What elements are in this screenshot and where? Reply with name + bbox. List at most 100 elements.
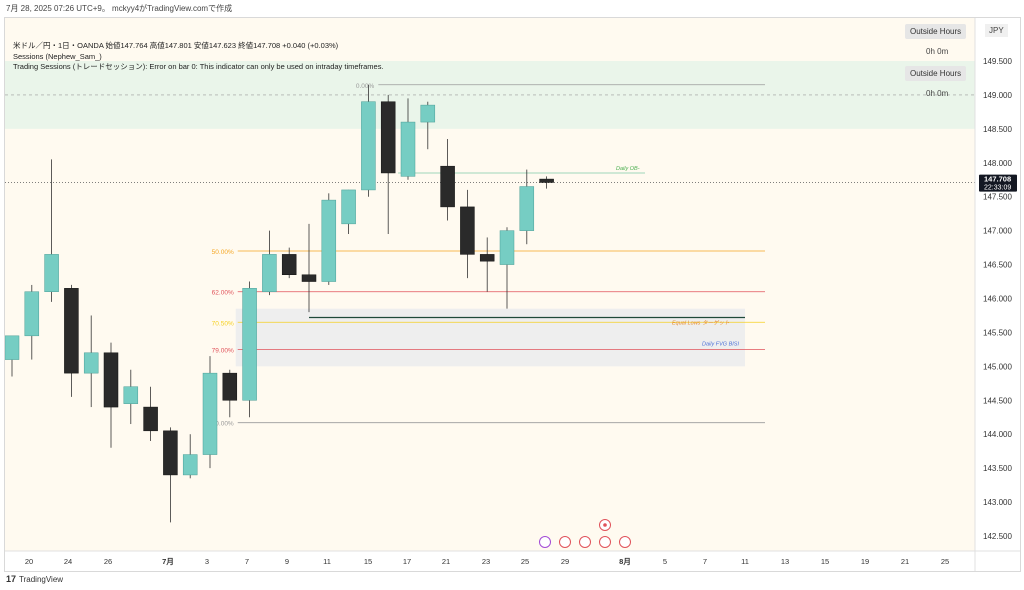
time-tick-label: 26	[104, 557, 112, 566]
candle-body	[163, 430, 178, 476]
chart-frame[interactable]: 0.00% 50.00% 62.00% 70.50% 79.00% 100.00% Dail…	[4, 17, 1021, 572]
candle-body	[24, 291, 40, 337]
fib-label-0: 0.00%	[356, 83, 375, 90]
candle-body	[143, 406, 158, 432]
candle-body	[499, 230, 515, 265]
time-tick-label: 7月	[162, 557, 174, 566]
candle-body	[380, 101, 396, 174]
fvg-zone	[235, 308, 746, 367]
price-tick-label: 147.500	[983, 193, 1012, 202]
symbol-legend[interactable]: 米ドル／円・1日・OANDA 始値147.764 高値147.801 安値147…	[13, 41, 339, 50]
economic-event-icon	[559, 536, 571, 548]
price-tick-label: 148.500	[983, 125, 1012, 134]
candle-body	[420, 104, 436, 123]
fib-label-5: 100.00%	[208, 421, 234, 428]
time-tick-label: 11	[741, 557, 749, 566]
time-tick-label: 20	[25, 557, 33, 566]
time-tick-label: 11	[323, 557, 331, 566]
sessions-indicator-legend[interactable]: Sessions (Nephew_Sam_)	[13, 51, 102, 61]
time-tick-label: 21	[442, 557, 450, 566]
equal-lows-label: Equal Lows ターゲット	[672, 320, 730, 327]
candle-body	[539, 178, 554, 183]
session-duration-label-2: 0h 0m	[926, 89, 949, 98]
economic-event-icon	[539, 536, 551, 548]
candle-body	[262, 254, 277, 292]
time-tick-label: 25	[521, 557, 529, 566]
time-tick-label: 7	[703, 557, 707, 566]
time-tick-label: 5	[663, 557, 667, 566]
last-price-badge	[979, 174, 1017, 192]
candle-body	[5, 335, 20, 360]
economic-event-icon	[599, 536, 611, 548]
economic-event-icon	[619, 536, 631, 548]
price-tick-label: 149.000	[983, 91, 1012, 100]
price-tick-label: 146.500	[983, 261, 1012, 270]
price-tick-label: 147.000	[983, 227, 1012, 236]
candle-body	[341, 189, 356, 225]
time-tick-label: 9	[285, 557, 289, 566]
time-tick-label: 13	[781, 557, 789, 566]
candle-body	[242, 288, 257, 401]
time-tick-label: 19	[861, 557, 869, 566]
time-tick-label: 23	[482, 557, 490, 566]
time-tick-label: 17	[403, 557, 411, 566]
candle-body	[44, 254, 59, 292]
time-tick-label: 24	[64, 557, 72, 566]
time-tick-label: 29	[561, 557, 569, 566]
time-tick-label: 21	[901, 557, 909, 566]
tradingview-logo[interactable]: 17 TradingView	[6, 574, 63, 584]
candle-body	[440, 165, 455, 208]
time-tick-label: 15	[364, 557, 372, 566]
candle-body	[479, 254, 495, 262]
chart-header-line: 7月 28, 2025 07:26 UTC+9。 mckyy4がTradingV…	[6, 4, 233, 13]
price-tick-label: 143.000	[983, 498, 1012, 507]
candle-body	[281, 254, 297, 275]
candle-body	[361, 101, 376, 191]
candle-body	[103, 352, 119, 408]
price-tick-label: 142.500	[983, 532, 1012, 541]
candle-body	[182, 454, 198, 476]
tradingview-logo-icon: 17	[6, 574, 17, 584]
price-tick-label: 148.000	[983, 159, 1012, 168]
session-zone	[5, 61, 975, 129]
time-tick-label: 3	[205, 557, 209, 566]
candle-body	[460, 206, 475, 255]
price-chart[interactable]: 0.00% 50.00% 62.00% 70.50% 79.00% 100.00% Dail…	[5, 18, 1020, 571]
candle-body	[301, 274, 317, 282]
candle-body	[202, 372, 218, 455]
candle-body	[64, 288, 79, 374]
price-tick-label: 143.500	[983, 464, 1012, 473]
session-duration-label: 0h 0m	[926, 47, 949, 56]
candle-body	[321, 199, 337, 282]
time-tick-label: 8月	[619, 557, 631, 566]
candle-body	[222, 372, 238, 401]
time-tick-label: 15	[821, 557, 829, 566]
alert-event-dot	[603, 523, 607, 527]
candle-body	[83, 352, 99, 374]
fib-label-2: 62.00%	[212, 290, 234, 297]
outside-hours-badge: Outside Hours	[905, 24, 967, 39]
economic-event-icon	[579, 536, 591, 548]
trading-sessions-indicator-legend[interactable]: Trading Sessions (トレードセッション): Error on b…	[13, 62, 384, 71]
candle-body	[519, 186, 535, 231]
outside-hours-badge-2: Outside Hours	[905, 66, 967, 81]
price-tick-label: 149.500	[983, 57, 1012, 66]
candle-body	[123, 386, 139, 404]
price-tick-label: 145.000	[983, 362, 1012, 371]
fib-label-3: 70.50%	[212, 320, 234, 327]
currency-selector[interactable]: JPY	[985, 24, 1008, 37]
price-tick-label: 144.500	[983, 396, 1012, 405]
candle-body	[400, 121, 416, 177]
price-tick-label: 146.000	[983, 295, 1012, 304]
last-price-countdown: 22:33:09	[984, 185, 1011, 192]
last-price-label: 147.708	[984, 175, 1011, 184]
time-tick-label: 25	[941, 557, 949, 566]
fib-label-1: 50.00%	[212, 249, 234, 256]
price-tick-label: 145.500	[983, 328, 1012, 337]
price-tick-label: 144.000	[983, 430, 1012, 439]
tradingview-brand: TradingView	[19, 574, 64, 584]
daily-ob-label: Daily OB-	[616, 166, 640, 172]
time-tick-label: 7	[245, 557, 249, 566]
chart-legend: 米ドル／円・1日・OANDA 始値147.764 高値147.801 安値147…	[13, 41, 384, 73]
fib-label-4: 79.00%	[212, 347, 234, 354]
